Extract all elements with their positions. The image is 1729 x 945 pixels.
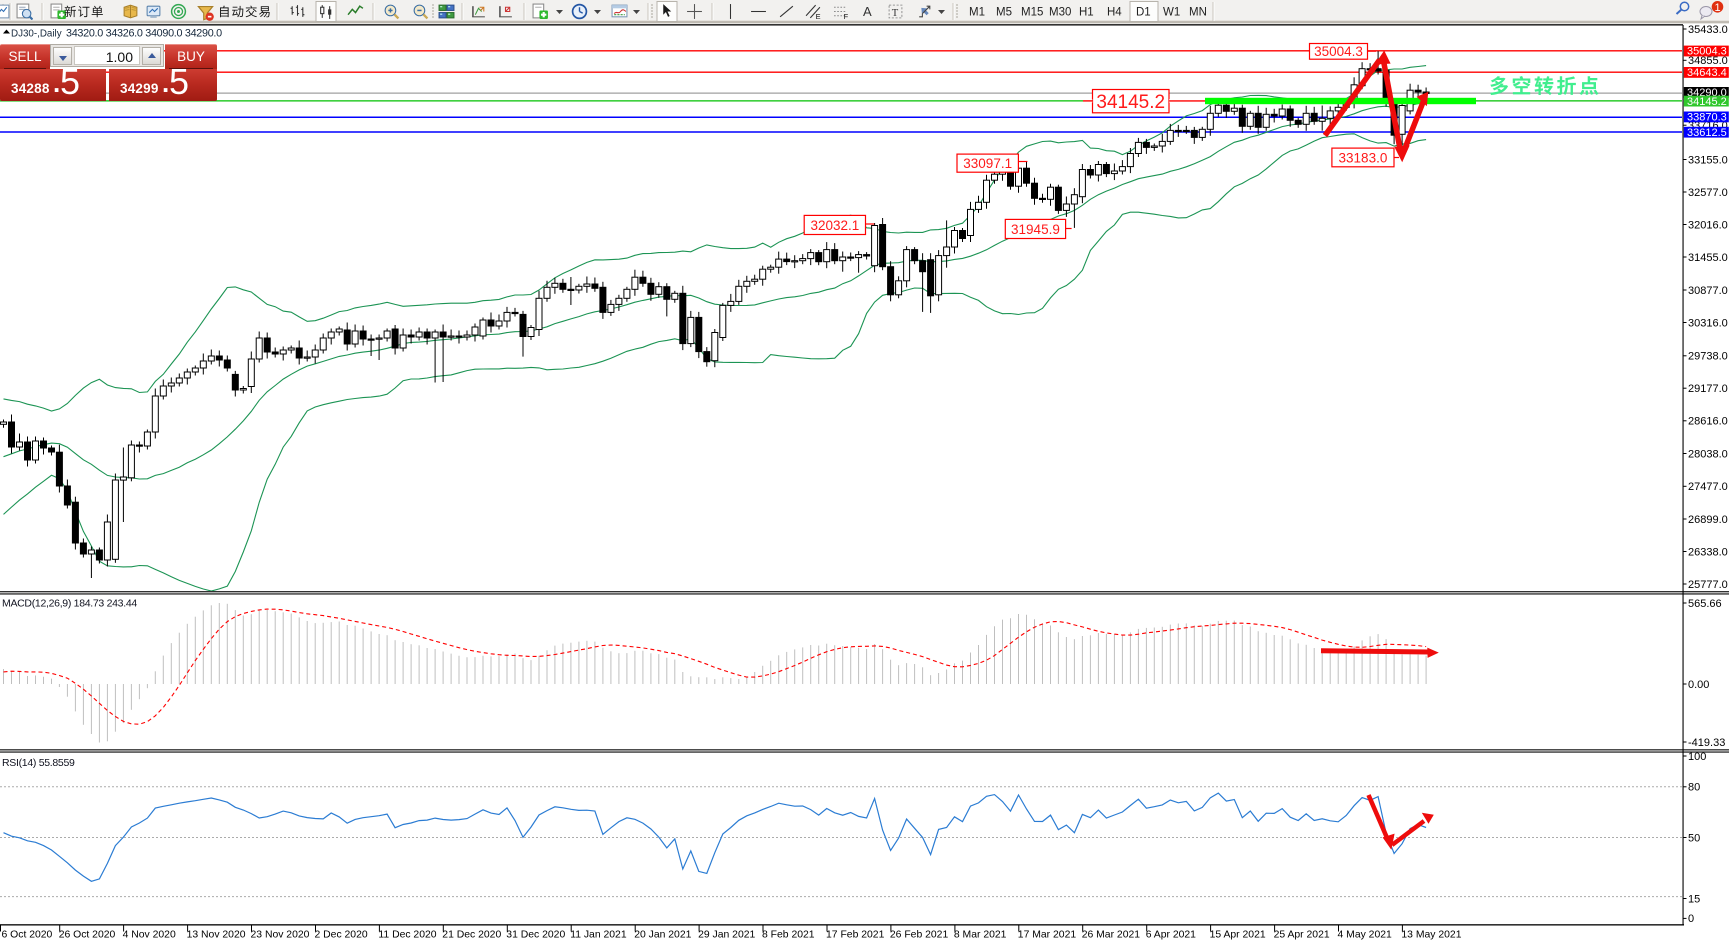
svg-text:15 Apr 2021: 15 Apr 2021 bbox=[1210, 930, 1266, 941]
svg-text:34145.2: 34145.2 bbox=[1687, 96, 1727, 108]
svg-text:34320.0 34326.0 34090.0 34290.: 34320.0 34326.0 34090.0 34290.0 bbox=[66, 27, 222, 39]
svg-text:M1: M1 bbox=[969, 7, 985, 19]
svg-text:2 Dec 2020: 2 Dec 2020 bbox=[315, 930, 368, 941]
svg-text:20 Jan 2021: 20 Jan 2021 bbox=[634, 930, 691, 941]
svg-text:28038.0: 28038.0 bbox=[1688, 448, 1728, 460]
svg-text:13 May 2021: 13 May 2021 bbox=[1401, 930, 1461, 941]
svg-text:25777.0: 25777.0 bbox=[1688, 579, 1728, 591]
svg-text:T: T bbox=[892, 8, 899, 19]
svg-text:13 Nov 2020: 13 Nov 2020 bbox=[187, 930, 246, 941]
svg-text:34145.2: 34145.2 bbox=[1096, 92, 1165, 113]
svg-text:A: A bbox=[863, 4, 872, 19]
svg-text:33870.3: 33870.3 bbox=[1687, 112, 1727, 124]
svg-text:30316.0: 30316.0 bbox=[1688, 317, 1728, 329]
svg-text:35433.0: 35433.0 bbox=[1688, 24, 1728, 36]
svg-text:565.66: 565.66 bbox=[1688, 598, 1722, 610]
svg-text:MACD(12,26,9) 184.73 243.44: MACD(12,26,9) 184.73 243.44 bbox=[2, 598, 137, 610]
svg-text:29 Jan 2021: 29 Jan 2021 bbox=[698, 930, 755, 941]
svg-text:6 Apr 2021: 6 Apr 2021 bbox=[1146, 930, 1196, 941]
svg-text:32032.1: 32032.1 bbox=[810, 218, 859, 233]
svg-text:8 Feb 2021: 8 Feb 2021 bbox=[762, 930, 815, 941]
svg-text:H1: H1 bbox=[1079, 7, 1094, 19]
svg-text:33183.0: 33183.0 bbox=[1339, 150, 1388, 165]
svg-text:25 Apr 2021: 25 Apr 2021 bbox=[1274, 930, 1330, 941]
svg-text:34855.0: 34855.0 bbox=[1688, 55, 1728, 67]
svg-text:23 Nov 2020: 23 Nov 2020 bbox=[251, 930, 310, 941]
svg-text:100: 100 bbox=[1688, 751, 1706, 763]
svg-text:11 Jan 2021: 11 Jan 2021 bbox=[570, 930, 627, 941]
svg-text:0.00: 0.00 bbox=[1688, 679, 1709, 691]
svg-text:26899.0: 26899.0 bbox=[1688, 514, 1728, 526]
svg-text:6 Oct 2020: 6 Oct 2020 bbox=[2, 930, 53, 941]
svg-text:26 Oct 2020: 26 Oct 2020 bbox=[59, 930, 116, 941]
svg-text:50: 50 bbox=[1688, 832, 1700, 844]
svg-text:RSI(14) 55.8559: RSI(14) 55.8559 bbox=[2, 757, 75, 769]
svg-text:M15: M15 bbox=[1021, 7, 1043, 19]
svg-text:0: 0 bbox=[1688, 913, 1694, 925]
svg-text:DJ30-,Daily: DJ30-,Daily bbox=[11, 28, 62, 39]
svg-text:E: E bbox=[816, 12, 821, 21]
svg-text:-419.33: -419.33 bbox=[1688, 737, 1725, 749]
svg-text:35004.3: 35004.3 bbox=[1687, 46, 1727, 58]
svg-text:32016.0: 32016.0 bbox=[1688, 219, 1728, 231]
svg-text:80: 80 bbox=[1688, 782, 1700, 794]
svg-text:31455.0: 31455.0 bbox=[1688, 252, 1728, 264]
svg-text:17 Feb 2021: 17 Feb 2021 bbox=[826, 930, 885, 941]
svg-text:4 May 2021: 4 May 2021 bbox=[1338, 930, 1393, 941]
svg-text:29177.0: 29177.0 bbox=[1688, 383, 1728, 395]
svg-text:26 Feb 2021: 26 Feb 2021 bbox=[890, 930, 949, 941]
svg-text:27477.0: 27477.0 bbox=[1688, 481, 1728, 493]
svg-text:32577.0: 32577.0 bbox=[1688, 187, 1728, 199]
svg-text:11 Dec 2020: 11 Dec 2020 bbox=[378, 930, 436, 941]
svg-text:26 Mar 2021: 26 Mar 2021 bbox=[1082, 930, 1141, 941]
svg-text:29738.0: 29738.0 bbox=[1688, 351, 1728, 363]
svg-text:33612.5: 33612.5 bbox=[1687, 127, 1727, 139]
svg-text:D1: D1 bbox=[1136, 7, 1151, 19]
svg-text:31 Dec 2020: 31 Dec 2020 bbox=[506, 930, 565, 941]
svg-text:33097.1: 33097.1 bbox=[963, 156, 1012, 171]
svg-text:30877.0: 30877.0 bbox=[1688, 285, 1728, 297]
svg-text:28616.0: 28616.0 bbox=[1688, 416, 1728, 428]
svg-text:M5: M5 bbox=[996, 7, 1012, 19]
svg-text:15: 15 bbox=[1688, 893, 1700, 905]
svg-text:21 Dec 2020: 21 Dec 2020 bbox=[442, 930, 501, 941]
svg-text:H4: H4 bbox=[1107, 7, 1122, 19]
svg-text:35004.3: 35004.3 bbox=[1314, 44, 1363, 59]
svg-text:1: 1 bbox=[1714, 2, 1720, 14]
svg-text:M30: M30 bbox=[1049, 7, 1071, 19]
svg-text:34643.4: 34643.4 bbox=[1687, 67, 1727, 79]
svg-text:8 Mar 2021: 8 Mar 2021 bbox=[954, 930, 1007, 941]
svg-text:17 Mar 2021: 17 Mar 2021 bbox=[1018, 930, 1077, 941]
svg-text:33155.0: 33155.0 bbox=[1688, 154, 1728, 166]
svg-text:W1: W1 bbox=[1163, 7, 1180, 19]
svg-text:4 Nov 2020: 4 Nov 2020 bbox=[123, 930, 176, 941]
svg-text:26338.0: 26338.0 bbox=[1688, 546, 1728, 558]
svg-text:F: F bbox=[844, 12, 849, 21]
svg-text:MN: MN bbox=[1189, 7, 1207, 19]
svg-text:31945.9: 31945.9 bbox=[1011, 222, 1060, 237]
